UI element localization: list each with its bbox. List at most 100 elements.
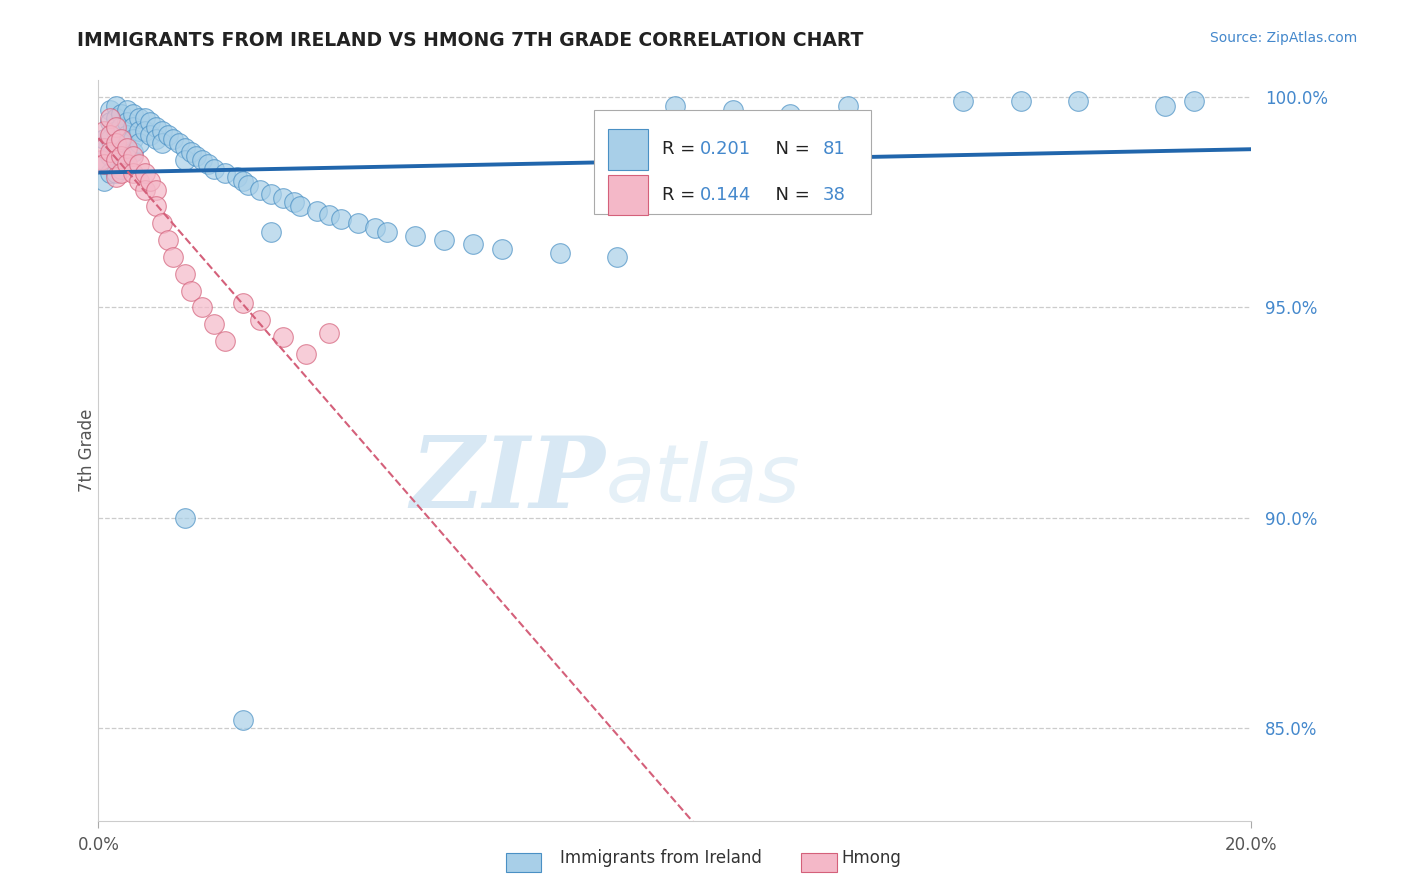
Point [93,153,115,168]
Text: 81: 81 [823,140,845,158]
Point [117,128,139,142]
Point [364,220,387,235]
Point [145,132,167,146]
Point [307,203,329,218]
Point [1154,98,1177,112]
Point [98,166,121,180]
Point [721,103,744,117]
Point [98,115,121,129]
Text: ZIP: ZIP [411,432,606,528]
Point [110,132,132,146]
Point [162,250,184,264]
Point [93,140,115,154]
Point [779,107,801,121]
Point [162,132,184,146]
Point [104,166,127,180]
Point [202,161,225,176]
Point [98,128,121,142]
Point [260,225,283,239]
Point [295,347,318,361]
Point [167,136,190,151]
Point [283,195,305,210]
Point [346,216,368,230]
Text: R =: R = [662,140,702,158]
Point [186,149,208,163]
Text: 0.201: 0.201 [700,140,751,158]
Point [139,174,162,188]
Point [375,225,398,239]
Point [110,107,132,121]
Point [90,153,112,168]
Point [93,157,115,171]
Point [249,313,271,327]
Point [122,120,145,134]
Point [122,132,145,146]
Point [110,166,132,180]
Point [104,111,127,125]
Point [139,128,162,142]
Point [318,326,340,340]
Text: Hmong: Hmong [842,849,901,867]
Point [150,136,173,151]
Point [110,149,132,163]
Point [128,111,150,125]
Point [197,157,219,171]
Point [174,267,197,281]
Point [122,145,145,159]
Point [664,98,686,112]
Point [122,149,145,163]
Point [180,145,202,159]
FancyBboxPatch shape [595,110,870,213]
Point [405,228,427,243]
Point [180,284,202,298]
Point [134,183,156,197]
Point [98,149,121,163]
Point [156,233,179,247]
Point [231,174,254,188]
Point [606,250,628,264]
Point [110,120,132,134]
Text: 38: 38 [823,186,845,204]
Point [117,157,139,171]
Point [191,301,214,315]
Text: Immigrants from Ireland: Immigrants from Ireland [560,849,762,867]
Point [837,98,859,112]
Point [145,183,167,197]
Point [174,140,197,154]
Point [952,95,974,109]
Point [110,132,132,146]
Text: N =: N = [763,140,815,158]
Point [548,245,571,260]
Point [1067,95,1090,109]
Point [238,178,260,193]
Point [231,296,254,310]
Point [117,115,139,129]
Point [104,153,127,168]
Point [461,237,484,252]
Point [122,107,145,121]
Text: N =: N = [763,186,815,204]
FancyBboxPatch shape [607,129,648,169]
Point [98,111,121,125]
Point [93,174,115,188]
Text: 0.144: 0.144 [700,186,752,204]
Point [318,208,340,222]
Point [104,153,127,168]
Point [225,169,247,184]
Point [290,199,312,213]
Point [134,124,156,138]
Point [329,212,352,227]
Point [1010,95,1032,109]
Point [202,318,225,332]
Point [271,330,294,344]
Text: R =: R = [662,186,702,204]
Point [128,124,150,138]
Point [104,169,127,184]
Text: atlas: atlas [606,441,800,519]
Point [150,216,173,230]
Point [93,132,115,146]
Point [145,199,167,213]
Point [174,510,197,524]
Point [145,120,167,134]
Point [128,174,150,188]
